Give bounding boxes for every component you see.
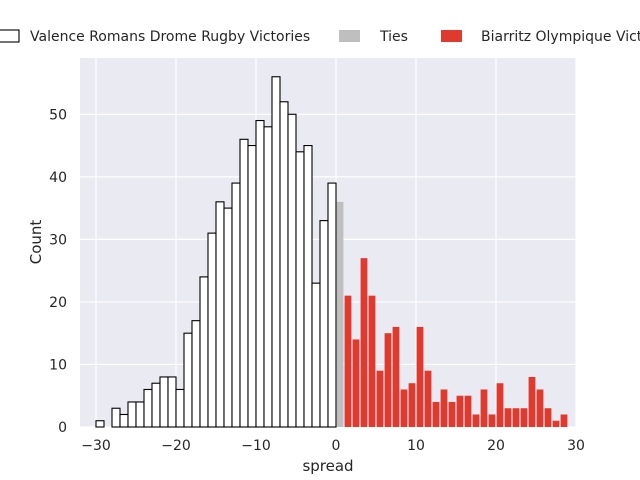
valence-bar bbox=[303, 145, 313, 428]
valence-bar bbox=[271, 76, 281, 428]
valence-bar bbox=[279, 101, 289, 428]
valence-bar bbox=[95, 420, 105, 428]
y-tick-label: 10 bbox=[49, 357, 67, 373]
x-tick-label: −20 bbox=[161, 438, 191, 454]
biarritz-bar bbox=[368, 295, 376, 427]
y-tick-label: 50 bbox=[49, 107, 67, 123]
biarritz-bar bbox=[392, 326, 400, 427]
biarritz-bar bbox=[448, 401, 456, 427]
biarritz-bar bbox=[456, 395, 464, 427]
valence-bar bbox=[239, 138, 249, 428]
x-tick-label: −10 bbox=[241, 438, 271, 454]
legend-swatch bbox=[339, 30, 360, 42]
y-tick-label: 0 bbox=[58, 420, 67, 436]
valence-bar bbox=[287, 113, 297, 428]
biarritz-bar bbox=[416, 326, 424, 427]
biarritz-bar bbox=[488, 414, 496, 427]
y-tick-label: 20 bbox=[49, 295, 67, 311]
y-tick-label: 40 bbox=[49, 170, 67, 186]
valence-bar bbox=[175, 388, 185, 428]
biarritz-bar bbox=[344, 295, 352, 427]
x-tick-label: 10 bbox=[407, 438, 425, 454]
valence-bar bbox=[111, 407, 121, 428]
biarritz-bar bbox=[512, 408, 520, 427]
biarritz-bar bbox=[528, 376, 536, 427]
valence-bar bbox=[319, 220, 329, 428]
biarritz-bar bbox=[496, 383, 504, 427]
biarritz-bar bbox=[480, 389, 488, 427]
x-tick-label: 0 bbox=[332, 438, 341, 454]
valence-bar bbox=[151, 382, 161, 428]
biarritz-bar bbox=[472, 414, 480, 427]
legend: Valence Romans Drome Rugby Victories Ties… bbox=[0, 29, 640, 45]
biarritz-bar bbox=[376, 370, 384, 427]
valence-bar bbox=[231, 182, 241, 428]
x-tick-labels: −30 −20 −10 0 10 20 30 bbox=[81, 438, 585, 454]
valence-bar bbox=[119, 413, 129, 428]
valence-bar bbox=[167, 376, 177, 428]
legend-swatch bbox=[441, 30, 462, 42]
biarritz-bar bbox=[536, 389, 544, 427]
biarritz-bar bbox=[424, 370, 432, 427]
biarritz-bar bbox=[544, 408, 552, 427]
biarritz-bar bbox=[352, 339, 360, 427]
biarritz-bar bbox=[432, 401, 440, 427]
biarritz-bar bbox=[464, 395, 472, 427]
valence-bar bbox=[199, 276, 209, 428]
x-tick-label: 20 bbox=[487, 438, 505, 454]
valence-bar bbox=[327, 182, 337, 428]
valence-bar bbox=[215, 201, 225, 428]
biarritz-bar bbox=[520, 408, 528, 427]
valence-bar bbox=[295, 151, 305, 428]
biarritz-bar bbox=[504, 408, 512, 427]
x-tick-label: 30 bbox=[567, 438, 585, 454]
valence-bar bbox=[311, 282, 321, 428]
valence-bar bbox=[223, 207, 233, 428]
biarritz-bar bbox=[408, 383, 416, 427]
bars bbox=[95, 76, 568, 428]
biarritz-bar bbox=[560, 414, 568, 427]
y-tick-labels: 0 10 20 30 40 50 bbox=[49, 107, 67, 436]
valence-bar bbox=[135, 401, 145, 428]
biarritz-bar bbox=[440, 389, 448, 427]
valence-bar bbox=[183, 332, 193, 428]
legend-label: Valence Romans Drome Rugby Victories bbox=[30, 29, 310, 45]
biarritz-bar bbox=[552, 420, 560, 427]
valence-bar bbox=[255, 119, 265, 428]
valence-bar bbox=[247, 145, 257, 428]
y-axis-label: Count bbox=[27, 220, 45, 265]
y-tick-label: 30 bbox=[49, 232, 67, 248]
ties-bar bbox=[336, 201, 344, 427]
valence-bar bbox=[143, 388, 153, 428]
x-axis-label: spread bbox=[302, 457, 353, 475]
legend-swatch bbox=[0, 29, 20, 43]
biarritz-bar bbox=[400, 389, 408, 427]
biarritz-bar bbox=[360, 258, 368, 427]
valence-bar bbox=[191, 320, 201, 428]
valence-bar bbox=[159, 376, 169, 428]
valence-bar bbox=[207, 232, 217, 428]
x-tick-label: −30 bbox=[81, 438, 111, 454]
valence-bar bbox=[127, 401, 137, 428]
valence-bar bbox=[263, 126, 273, 428]
legend-label: Biarritz Olympique Victories bbox=[481, 29, 640, 45]
legend-label: Ties bbox=[379, 29, 408, 45]
biarritz-bar bbox=[384, 333, 392, 427]
